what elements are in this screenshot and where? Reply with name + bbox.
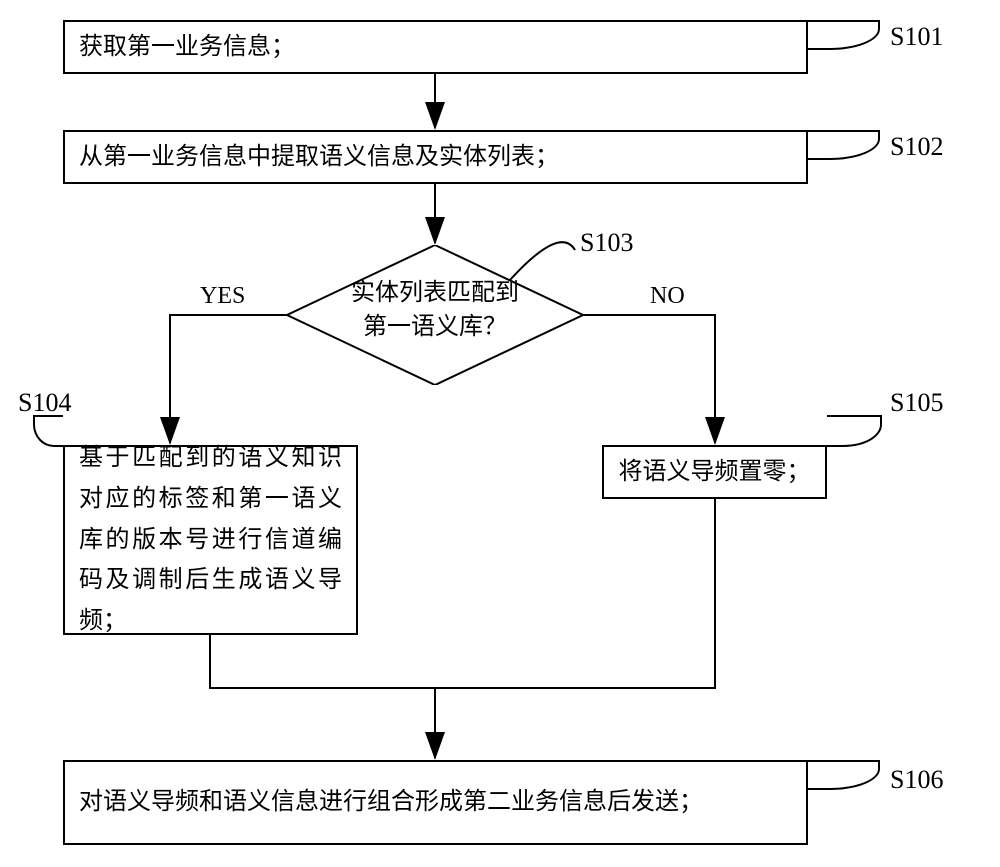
label-s103: S103	[580, 228, 633, 258]
label-s101: S101	[890, 22, 943, 52]
label-s106: S106	[890, 765, 943, 795]
node-s105: 将语义导频置零；	[602, 445, 827, 499]
flowchart-canvas: 获取第一业务信息； S101 从第一业务信息中提取语义信息及实体列表； S102…	[0, 0, 1000, 867]
label-stub-s101	[808, 20, 880, 50]
label-stub-s105	[827, 415, 882, 447]
node-s104-text: 基于匹配到的语义知识对应的标签和第一语义库的版本号进行信道编码及调制后生成语义导…	[79, 438, 342, 642]
label-s105: S105	[890, 388, 943, 418]
node-s106-text: 对语义导频和语义信息进行组合形成第二业务信息后发送；	[79, 782, 703, 823]
node-s102: 从第一业务信息中提取语义信息及实体列表；	[63, 130, 808, 184]
label-stub-s102	[808, 130, 880, 160]
node-s103-text1: 实体列表匹配到	[351, 280, 519, 306]
node-s104: 基于匹配到的语义知识对应的标签和第一语义库的版本号进行信道编码及调制后生成语义导…	[63, 445, 358, 635]
node-s103-text2: 第一语义库？	[363, 314, 507, 340]
edge-label-no: NO	[650, 283, 685, 310]
node-s101: 获取第一业务信息；	[63, 20, 808, 74]
node-s105-text: 将语义导频置零；	[619, 452, 811, 493]
edge-label-yes: YES	[200, 283, 245, 310]
node-s106: 对语义导频和语义信息进行组合形成第二业务信息后发送；	[63, 760, 808, 845]
node-s103: 实体列表匹配到 第一语义库？	[287, 245, 583, 385]
node-s102-text: 从第一业务信息中提取语义信息及实体列表；	[79, 137, 559, 178]
label-s102: S102	[890, 132, 943, 162]
node-s101-text: 获取第一业务信息；	[79, 27, 295, 68]
label-s104: S104	[18, 388, 71, 418]
label-stub-s106	[808, 760, 880, 790]
label-stub-s104	[33, 415, 63, 447]
